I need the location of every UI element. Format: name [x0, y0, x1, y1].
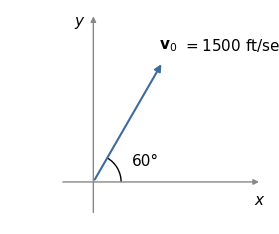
Text: $\mathbf{v}_0$: $\mathbf{v}_0$: [159, 39, 177, 54]
Text: 60°: 60°: [132, 154, 159, 169]
Text: $= 1500$ ft/sec: $= 1500$ ft/sec: [177, 37, 279, 54]
Text: $x$: $x$: [254, 193, 266, 208]
Text: $y$: $y$: [74, 15, 86, 31]
